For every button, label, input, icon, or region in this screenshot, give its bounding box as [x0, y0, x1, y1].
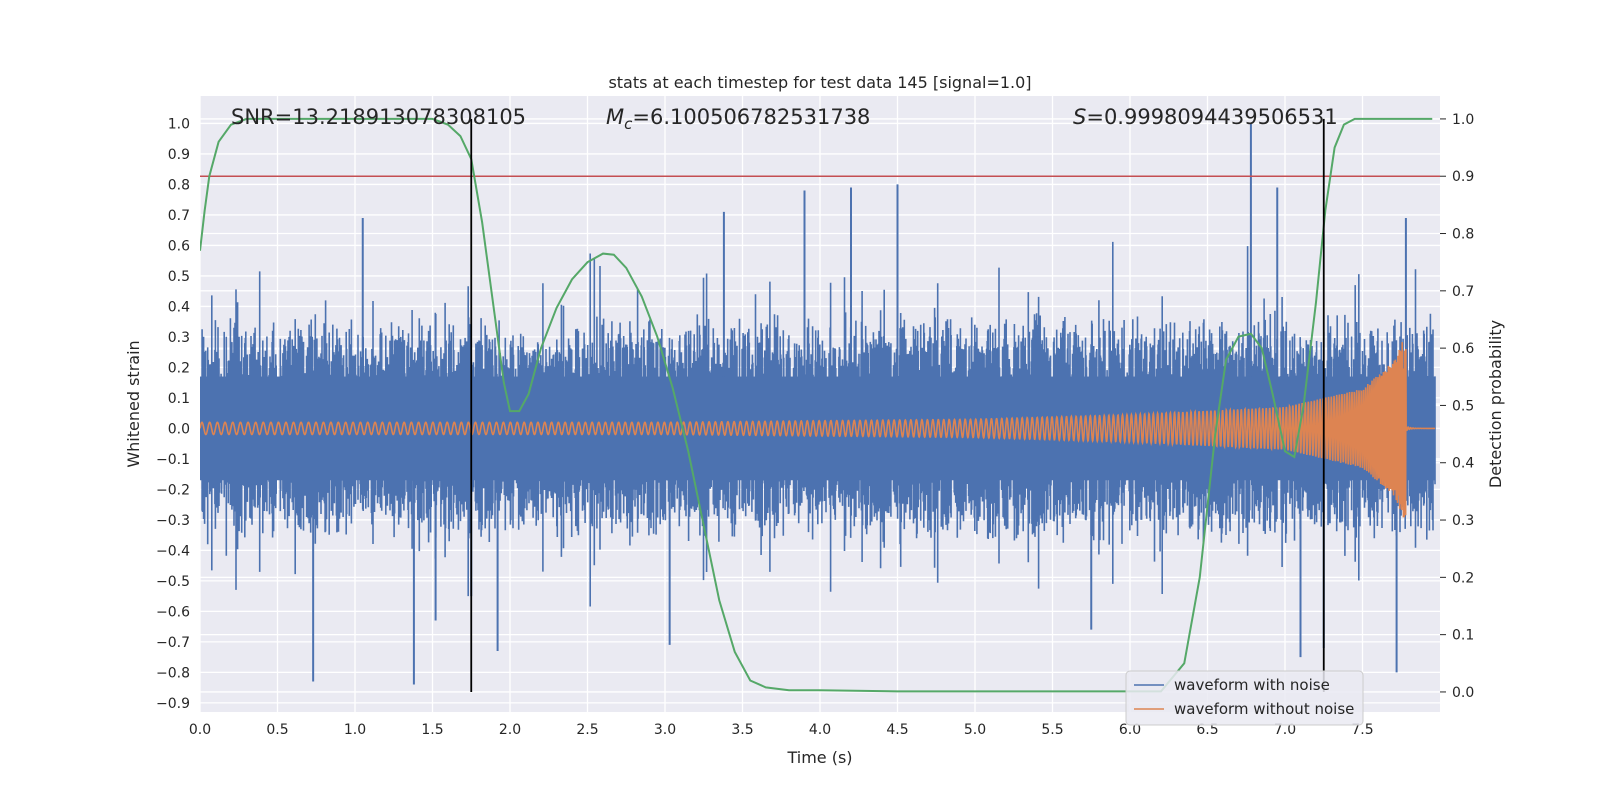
x-tick-label: 1.5	[421, 722, 443, 738]
score-annotation: S=0.9998094439506531	[1073, 105, 1338, 129]
y2-axis-ticks: 1.0 0.9 0.8 0.7 0.6 0.5 0.4 0.3 0.2 0.1 0.0	[1440, 112, 1474, 701]
chirp-mass-value: =6.100506782531738	[632, 105, 870, 129]
y2-tick-label: 1.0	[1452, 112, 1474, 128]
y-tick-label: −0.6	[156, 604, 190, 620]
chirp-mass-subscript: c	[624, 115, 633, 133]
legend: waveform with noise waveform without noi…	[1125, 670, 1364, 726]
series-layer	[200, 117, 1440, 693]
chirp-mass-symbol: M	[606, 105, 624, 129]
y-axis-title: Whitened strain	[124, 340, 143, 467]
y-tick-label: 0.9	[168, 147, 190, 163]
y-tick-label: 0.6	[168, 238, 190, 254]
x-tick-label: 4.0	[809, 722, 831, 738]
y2-tick-label: 0.2	[1452, 570, 1474, 586]
y2-tick-label: 0.3	[1452, 513, 1474, 529]
y2-tick-label: 0.1	[1452, 628, 1474, 644]
y-tick-label: 0.7	[168, 208, 190, 224]
y2-tick-label: 0.7	[1452, 284, 1474, 300]
y-tick-label: 0.3	[168, 330, 190, 346]
x-tick-label: 0.5	[266, 722, 288, 738]
x-axis-title: Time (s)	[786, 748, 852, 767]
y-tick-label: 0.0	[168, 421, 190, 437]
y-tick-label: 0.2	[168, 360, 190, 376]
legend-label-waveform-without-noise: waveform without noise	[1174, 700, 1354, 718]
y-tick-label: −0.1	[156, 452, 190, 468]
y2-axis-title: Detection probability	[1486, 320, 1505, 488]
y2-tick-label: 0.4	[1452, 456, 1474, 472]
y2-tick-label: 0.8	[1452, 227, 1474, 243]
y-tick-label: 1.0	[168, 116, 190, 132]
x-tick-label: 2.0	[499, 722, 521, 738]
y2-tick-label: 0.6	[1452, 341, 1474, 357]
y2-tick-label: 0.5	[1452, 398, 1474, 414]
x-tick-label: 3.0	[654, 722, 676, 738]
score-symbol: S	[1073, 105, 1086, 129]
x-tick-label: 5.5	[1041, 722, 1063, 738]
legend-box	[1125, 670, 1364, 726]
snr-annotation: SNR=13.218913078308105	[231, 105, 526, 129]
y2-tick-label: 0.9	[1452, 169, 1474, 185]
y-tick-label: −0.5	[156, 574, 190, 590]
y-tick-label: −0.9	[156, 696, 190, 712]
legend-label-waveform-with-noise: waveform with noise	[1174, 676, 1330, 694]
x-tick-label: 6.0	[1119, 722, 1141, 738]
y-axis-ticks: 1.0 0.9 0.8 0.7 0.6 0.5 0.4 0.3 0.2 0.1 0.0 −0.1 −0.…	[156, 116, 190, 711]
y-tick-label: 0.1	[168, 391, 190, 407]
y-tick-label: −0.8	[156, 665, 190, 681]
x-tick-label: 5.0	[964, 722, 986, 738]
series-line-waveform-without-noise	[200, 342, 1436, 518]
y-tick-label: −0.2	[156, 482, 190, 498]
series-line-detection-probability	[200, 117, 1433, 693]
y2-tick-label: 0.0	[1452, 685, 1474, 701]
x-tick-label: 1.0	[344, 722, 366, 738]
vertical-markers	[470, 118, 1325, 692]
score-value: =0.9998094439506531	[1086, 105, 1337, 129]
x-tick-label: 7.5	[1351, 722, 1373, 738]
x-tick-label: 4.5	[886, 722, 908, 738]
x-tick-label: 7.0	[1274, 722, 1296, 738]
x-axis-ticks: 0.0 0.5 1.0 1.5 2.0 2.5 3.0 3.5 4.0 4.5 5.0 5.5 6.0 6…	[189, 722, 1374, 738]
x-tick-label: 3.5	[731, 722, 753, 738]
x-tick-label: 2.5	[576, 722, 598, 738]
y-tick-label: −0.3	[156, 513, 190, 529]
chart-title: stats at each timestep for test data 145…	[608, 73, 1031, 92]
y-tick-label: −0.4	[156, 543, 190, 559]
x-tick-label: 6.5	[1196, 722, 1218, 738]
chirp-mass-annotation: Mc=6.100506782531738	[606, 105, 870, 133]
y-tick-label: 0.8	[168, 177, 190, 193]
x-tick-label: 0.0	[189, 722, 211, 738]
y-tick-label: 0.5	[168, 269, 190, 285]
y-tick-label: −0.7	[156, 635, 190, 651]
y-tick-label: 0.4	[168, 299, 190, 315]
